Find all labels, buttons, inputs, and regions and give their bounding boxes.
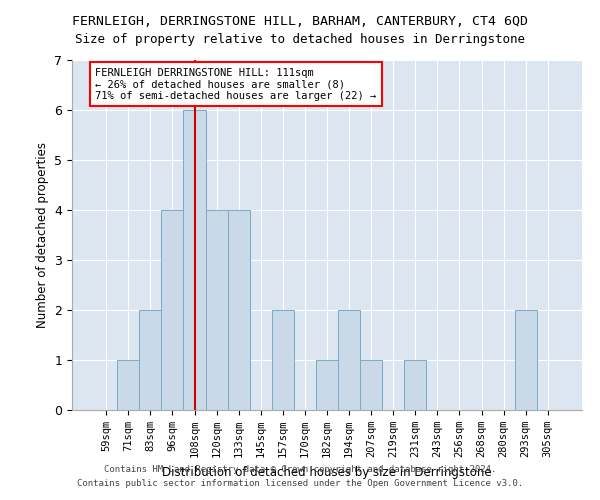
- Bar: [338, 310, 360, 410]
- Bar: [117, 360, 139, 410]
- Bar: [161, 210, 184, 410]
- Bar: [206, 210, 227, 410]
- Y-axis label: Number of detached properties: Number of detached properties: [36, 142, 49, 328]
- Bar: [515, 310, 537, 410]
- Bar: [227, 210, 250, 410]
- Bar: [184, 110, 206, 410]
- Text: FERNLEIGH, DERRINGSTONE HILL, BARHAM, CANTERBURY, CT4 6QD: FERNLEIGH, DERRINGSTONE HILL, BARHAM, CA…: [72, 15, 528, 28]
- Text: Size of property relative to detached houses in Derringstone: Size of property relative to detached ho…: [75, 32, 525, 46]
- Text: Contains HM Land Registry data © Crown copyright and database right 2024.
Contai: Contains HM Land Registry data © Crown c…: [77, 466, 523, 487]
- X-axis label: Distribution of detached houses by size in Derringstone: Distribution of detached houses by size …: [162, 466, 492, 478]
- Text: FERNLEIGH DERRINGSTONE HILL: 111sqm
← 26% of detached houses are smaller (8)
71%: FERNLEIGH DERRINGSTONE HILL: 111sqm ← 26…: [95, 68, 376, 100]
- Bar: [360, 360, 382, 410]
- Bar: [404, 360, 427, 410]
- Bar: [316, 360, 338, 410]
- Bar: [139, 310, 161, 410]
- Bar: [272, 310, 294, 410]
